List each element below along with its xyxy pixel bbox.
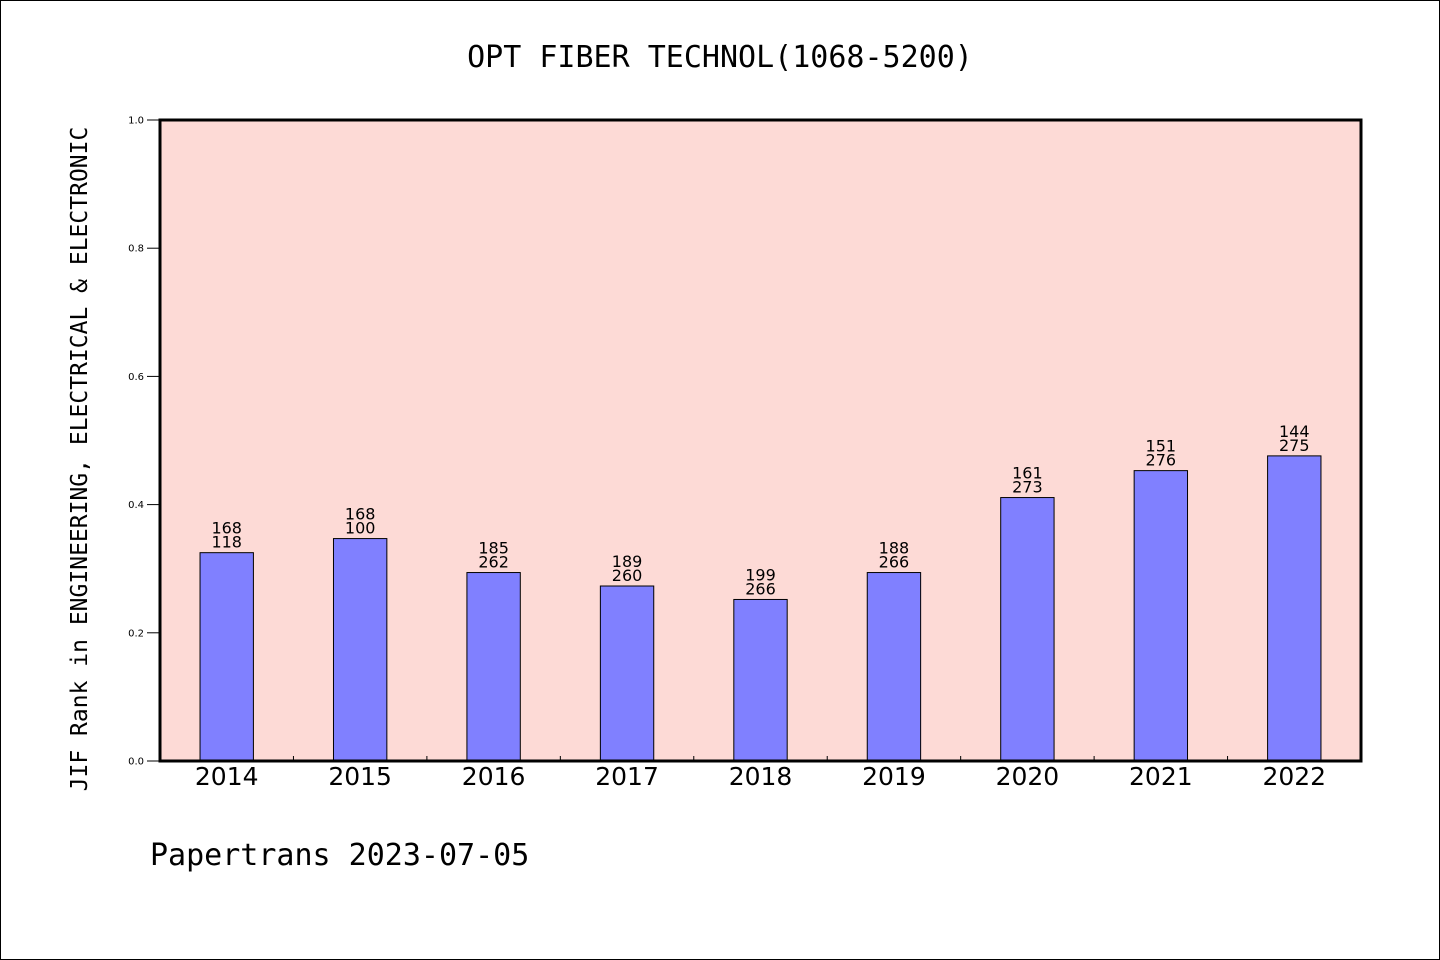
y-tick-label: 0.0 xyxy=(128,757,144,768)
bar-2015 xyxy=(332,538,388,762)
bar-2017 xyxy=(599,585,655,762)
bar-rank-label: 144 xyxy=(1279,422,1310,441)
bar-rank-label: 168 xyxy=(345,505,376,524)
bar-total-label: 275 xyxy=(1279,436,1310,455)
x-tick-label: 2016 xyxy=(462,762,526,791)
bar-rank-label: 168 xyxy=(211,519,242,538)
x-tick-label: 2015 xyxy=(328,762,392,791)
footer-credit: Papertrans 2023-07-05 xyxy=(150,838,529,873)
chart-title: OPT FIBER TECHNOL(1068-5200) xyxy=(467,40,973,75)
plot-border xyxy=(158,118,1363,763)
x-tick-label: 2019 xyxy=(862,762,926,791)
bar-rank-label: 185 xyxy=(478,539,509,558)
x-axis: 2014 2015 2016 2017 2018 2019 2020 2021 2022 xyxy=(195,756,1326,791)
bar-series xyxy=(199,455,1322,762)
bar-2021 xyxy=(1133,470,1189,762)
bar-rank-label: 161 xyxy=(1012,464,1043,483)
bar-2014 xyxy=(199,552,254,762)
y-tick-label: 1.0 xyxy=(128,116,144,127)
y-tick-label: 0.4 xyxy=(128,500,144,511)
bar-total-label: 266 xyxy=(745,579,776,598)
bar-2020 xyxy=(1000,497,1055,762)
bar-total-label: 100 xyxy=(345,519,376,538)
bar-total-label: 273 xyxy=(1012,478,1043,497)
bar-total-label: 118 xyxy=(211,533,242,552)
bar-total-label: 262 xyxy=(478,553,509,572)
x-tick-label: 2020 xyxy=(996,762,1060,791)
y-tick-label: 0.8 xyxy=(128,244,144,255)
x-tick-label: 2017 xyxy=(595,762,659,791)
x-tick-label: 2014 xyxy=(195,762,259,791)
y-tick-label: 0.2 xyxy=(128,628,144,639)
bar-total-label: 276 xyxy=(1146,451,1177,470)
bar-2018 xyxy=(733,598,788,762)
bar-rank-label: 199 xyxy=(745,565,776,584)
bar-2016 xyxy=(466,572,521,762)
y-axis: 0.0 0.2 0.4 0.6 0.8 1.0 xyxy=(128,116,160,768)
x-tick-label: 2022 xyxy=(1262,762,1326,791)
bar-rank-label: 188 xyxy=(879,539,910,558)
x-tick-label: 2021 xyxy=(1129,762,1193,791)
bar-total-label: 260 xyxy=(612,566,643,585)
bar-rank-label: 151 xyxy=(1146,437,1177,456)
x-tick-label: 2018 xyxy=(729,762,793,791)
y-tick-label: 0.6 xyxy=(128,372,144,383)
bar-rank-label: 189 xyxy=(612,552,643,571)
bar-2022 xyxy=(1267,455,1322,762)
y-axis-label: JIF Rank in ENGINEERING, ELECTRICAL & EL… xyxy=(67,127,93,792)
bar-2019 xyxy=(866,572,922,762)
bar-total-label: 266 xyxy=(879,553,910,572)
